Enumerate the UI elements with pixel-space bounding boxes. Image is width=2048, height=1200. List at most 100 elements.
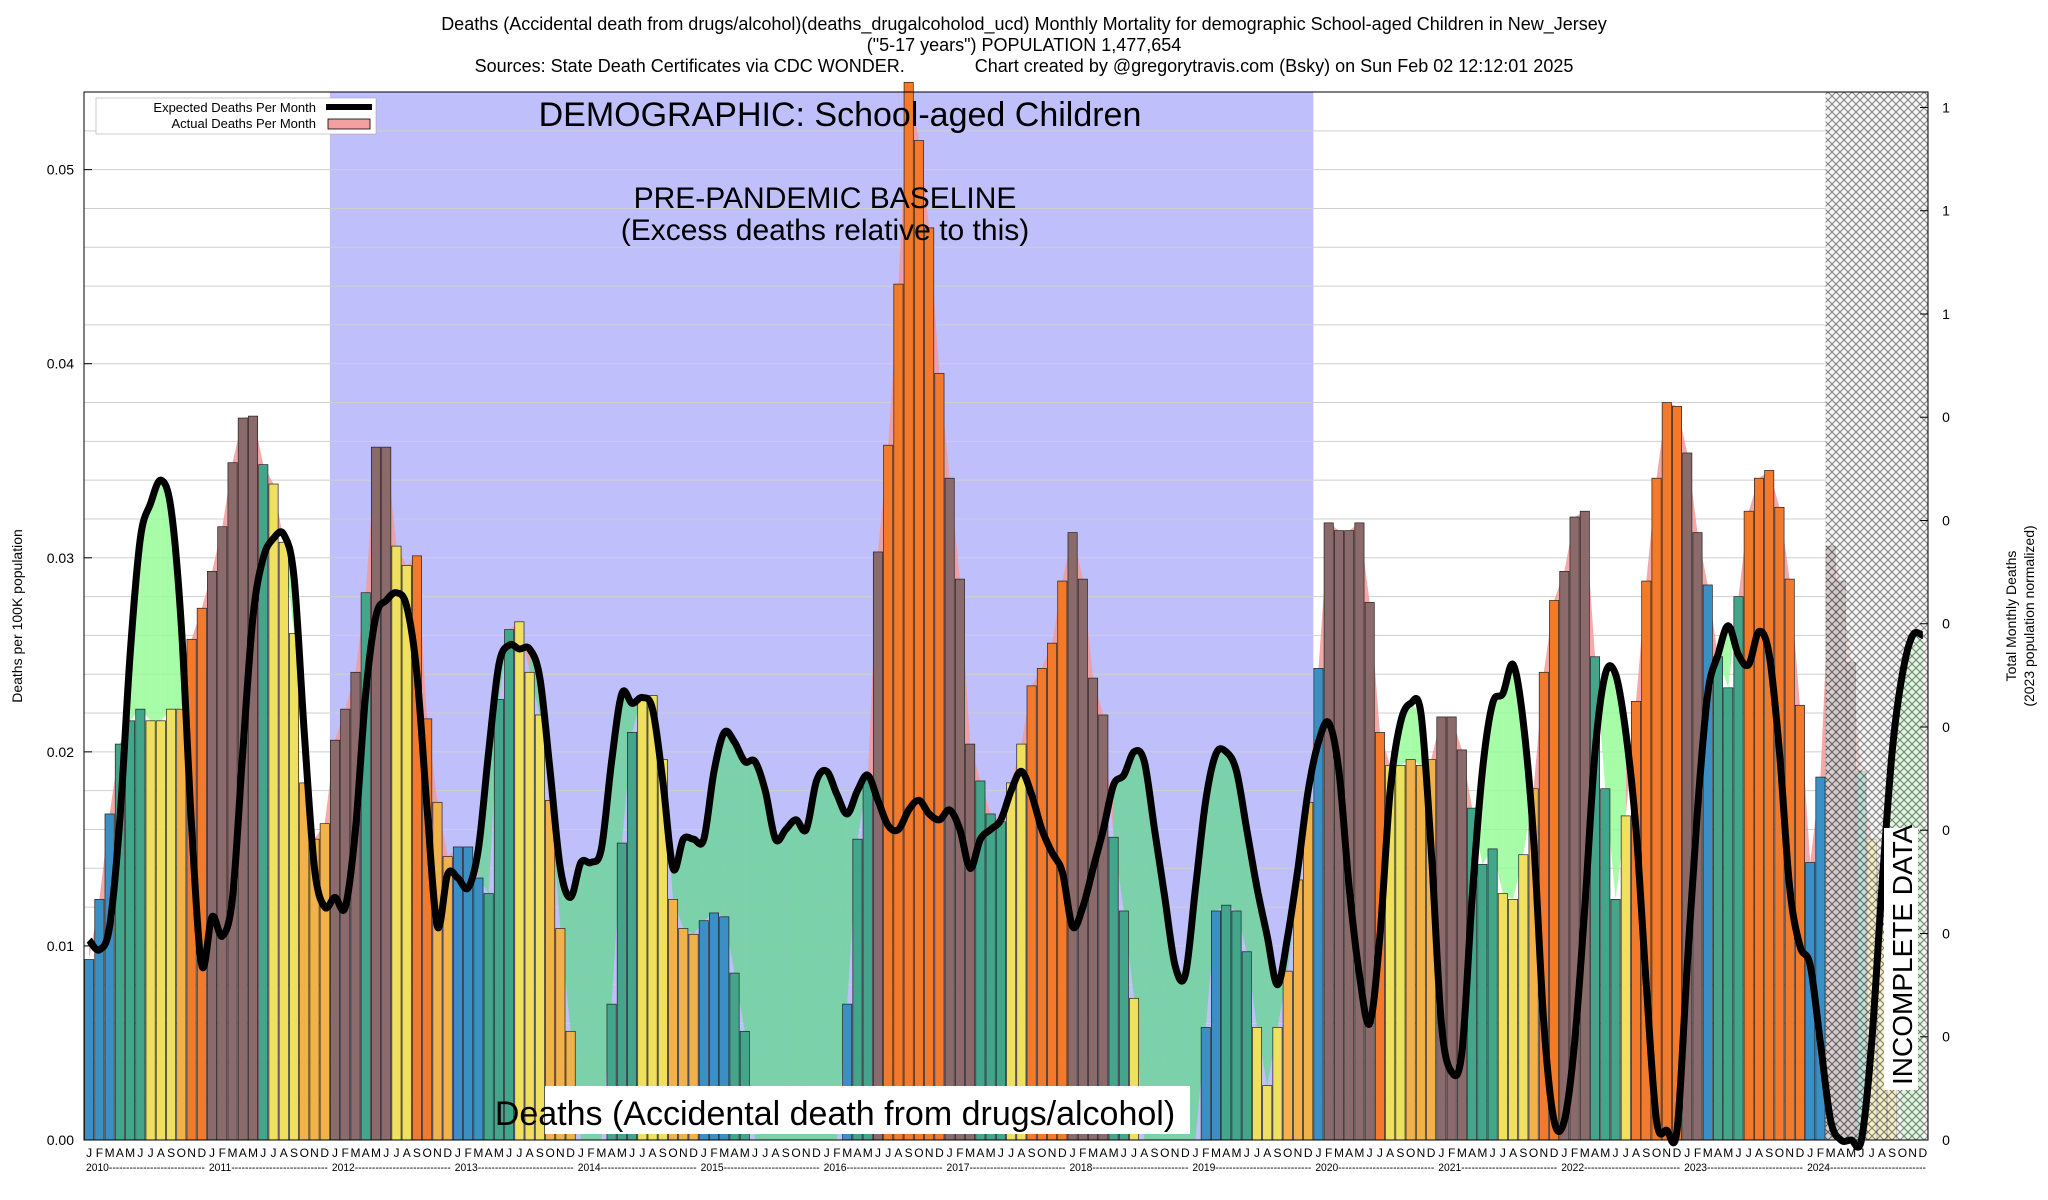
month-tick-label: J: [578, 1146, 584, 1160]
excess-area: [1144, 761, 1155, 1140]
month-tick-label: J: [1807, 1146, 1813, 1160]
month-tick-label: M: [1723, 1146, 1733, 1160]
month-tick-label: A: [1345, 1146, 1353, 1160]
actual-bar: [432, 801, 443, 1141]
actual-bar: [872, 551, 883, 1141]
actual-bar: [1610, 898, 1621, 1141]
actual-bar: [934, 373, 945, 1141]
year-tick-label: 2013----------------------------: [455, 1162, 574, 1174]
month-tick-label: A: [1509, 1146, 1517, 1160]
month-tick-label: D: [1550, 1146, 1559, 1160]
month-tick-label: A: [1017, 1146, 1025, 1160]
actual-bar: [1487, 848, 1498, 1141]
month-tick-label: D: [935, 1146, 944, 1160]
actual-bar: [248, 415, 259, 1141]
month-tick-label: M: [596, 1146, 606, 1160]
year-tick-label: 2020----------------------------: [1315, 1162, 1434, 1174]
month-tick-label: O: [1652, 1146, 1661, 1160]
month-tick-label: A: [485, 1146, 493, 1160]
month-tick-label: D: [1181, 1146, 1190, 1160]
excess-area: [1185, 887, 1196, 1140]
actual-bar: [125, 720, 136, 1141]
month-tick-label: A: [239, 1146, 247, 1160]
month-tick-label: N: [925, 1146, 934, 1160]
month-tick-label: N: [310, 1146, 319, 1160]
y2-axis-label-2: (2023 population normalized): [2021, 525, 2037, 706]
actual-bar: [483, 893, 494, 1141]
actual-bar: [1241, 951, 1252, 1141]
actual-bar: [1600, 788, 1611, 1141]
actual-bar: [1221, 904, 1232, 1141]
y2-tick-label: 0: [1942, 1029, 1950, 1045]
month-tick-label: D: [197, 1146, 206, 1160]
month-tick-label: J: [1500, 1146, 1506, 1160]
month-tick-label: A: [526, 1146, 534, 1160]
actual-bar: [647, 695, 658, 1141]
month-tick-label: M: [228, 1146, 238, 1160]
month-tick-label: J: [271, 1146, 277, 1160]
month-tick-label: O: [914, 1146, 923, 1160]
month-tick-label: D: [1304, 1146, 1313, 1160]
month-tick-label: A: [1714, 1146, 1722, 1160]
actual-bar: [278, 541, 289, 1141]
actual-bar: [1518, 854, 1529, 1141]
month-tick-label: J: [998, 1146, 1004, 1160]
actual-bar: [1395, 765, 1406, 1141]
actual-bar: [1200, 1027, 1211, 1141]
month-tick-label: F: [710, 1146, 717, 1160]
excess-area: [150, 480, 161, 721]
month-tick-label: J: [260, 1146, 266, 1160]
actual-bar: [1733, 596, 1744, 1141]
actual-bar: [166, 708, 177, 1141]
month-tick-label: D: [1796, 1146, 1805, 1160]
actual-bar: [319, 823, 330, 1141]
actual-bar: [1047, 642, 1058, 1141]
excess-area: [160, 480, 172, 721]
incomplete-label: INCOMPLETE DATA: [1887, 824, 1918, 1085]
month-tick-label: F: [1571, 1146, 1578, 1160]
actual-bar: [268, 483, 279, 1141]
actual-bar: [1456, 749, 1467, 1141]
year-tick-label: 2017----------------------------: [947, 1162, 1066, 1174]
actual-bar: [514, 621, 525, 1141]
actual-bar: [381, 446, 392, 1141]
month-tick-label: O: [545, 1146, 554, 1160]
month-tick-label: S: [782, 1146, 790, 1160]
month-tick-label: A: [1468, 1146, 1476, 1160]
excess-area: [795, 819, 807, 1140]
expected-line: [86, 476, 1924, 1151]
actual-bar: [94, 898, 105, 1141]
month-tick-label: F: [1325, 1146, 1332, 1160]
month-tick-label: S: [1028, 1146, 1036, 1160]
y2-tick-label: 0: [1942, 1132, 1950, 1148]
y-tick-label: 0.02: [47, 744, 74, 760]
y-tick-label: 0.01: [47, 938, 74, 954]
excess-area: [683, 839, 694, 935]
y2-axis-label-1: Total Monthly Deaths: [2003, 551, 2019, 682]
month-tick-label: A: [403, 1146, 411, 1160]
month-tick-label: J: [137, 1146, 143, 1160]
month-tick-label: M: [1232, 1146, 1242, 1160]
month-tick-label: J: [875, 1146, 881, 1160]
month-tick-label: F: [1817, 1146, 1824, 1160]
month-tick-label: F: [587, 1146, 594, 1160]
actual-bar: [1620, 815, 1631, 1141]
month-tick-label: O: [1529, 1146, 1538, 1160]
month-tick-label: J: [332, 1146, 338, 1160]
actual-bar: [196, 607, 207, 1141]
month-tick-label: M: [863, 1146, 873, 1160]
month-tick-label: N: [433, 1146, 442, 1160]
month-tick-label: M: [1211, 1146, 1221, 1160]
month-tick-label: M: [248, 1146, 258, 1160]
excess-area: [755, 761, 766, 1140]
actual-bar: [1753, 477, 1764, 1141]
month-tick-label: J: [701, 1146, 707, 1160]
month-tick-label: S: [290, 1146, 298, 1160]
month-tick-label: J: [1315, 1146, 1321, 1160]
month-tick-label: A: [1755, 1146, 1763, 1160]
actual-bar: [1036, 668, 1047, 1141]
actual-bar: [1713, 656, 1723, 1141]
excess-area: [1205, 753, 1217, 1028]
month-tick-label: F: [1694, 1146, 1701, 1160]
month-tick-label: F: [1202, 1146, 1209, 1160]
